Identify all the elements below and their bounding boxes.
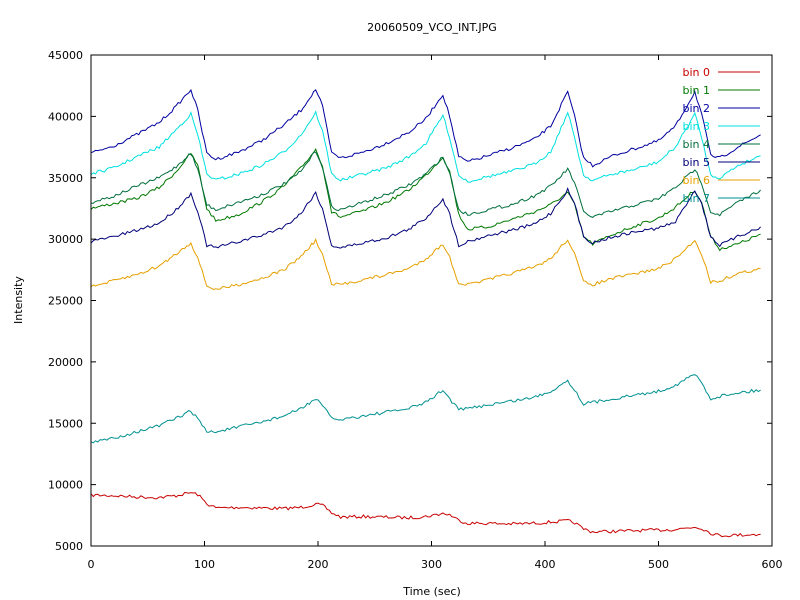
y-tick-label: 20000 — [48, 356, 83, 369]
legend-label: bin 2 — [682, 102, 710, 115]
x-tick-label: 0 — [88, 558, 95, 571]
x-tick-label: 200 — [308, 558, 329, 571]
y-tick-label: 15000 — [48, 417, 83, 430]
legend-label: bin 6 — [682, 174, 710, 187]
y-tick-label: 25000 — [48, 295, 83, 308]
x-tick-label: 300 — [421, 558, 442, 571]
legend-label: bin 3 — [682, 120, 710, 133]
ticks-layer: 0 100 200 300 400 500 600 5000 10000 15000 20000 25… — [48, 49, 783, 571]
plot-frame — [90, 54, 773, 547]
y-tick-label: 10000 — [48, 479, 83, 492]
y-tick-label: 45000 — [48, 49, 83, 62]
legend-label: bin 1 — [682, 84, 710, 97]
series-line-bin-7 — [90, 374, 761, 444]
series-line-bin-3 — [90, 110, 761, 183]
series-line-bin-4 — [90, 151, 761, 218]
series-line-bin-0 — [90, 491, 761, 538]
legend-label: bin 7 — [682, 192, 710, 205]
chart-title: 20060509_VCO_INT.JPG — [367, 21, 497, 34]
y-axis-label: Intensity — [12, 276, 25, 324]
y-tick-label: 30000 — [48, 233, 83, 246]
series-line-bin-2 — [90, 88, 761, 168]
y-tick-label: 35000 — [48, 172, 83, 185]
y-tick-label: 5000 — [55, 540, 83, 553]
x-tick-label: 400 — [535, 558, 556, 571]
x-tick-label: 600 — [762, 558, 783, 571]
legend-label: bin 0 — [682, 66, 710, 79]
series-line-bin-1 — [90, 148, 761, 252]
series-line-bin-5 — [90, 187, 761, 249]
x-tick-label: 100 — [194, 558, 215, 571]
legend: bin 0 bin 1 bin 2 bin 3 bin 4 bin 5 bin 6 bin 7 — [682, 66, 760, 205]
x-tick-label: 500 — [648, 558, 669, 571]
x-axis-label: Time (sec) — [402, 585, 461, 598]
legend-label: bin 4 — [682, 138, 710, 151]
legend-label: bin 5 — [682, 156, 710, 169]
series-layer — [90, 88, 761, 538]
y-tick-label: 40000 — [48, 110, 83, 123]
series-line-bin-6 — [90, 238, 761, 291]
